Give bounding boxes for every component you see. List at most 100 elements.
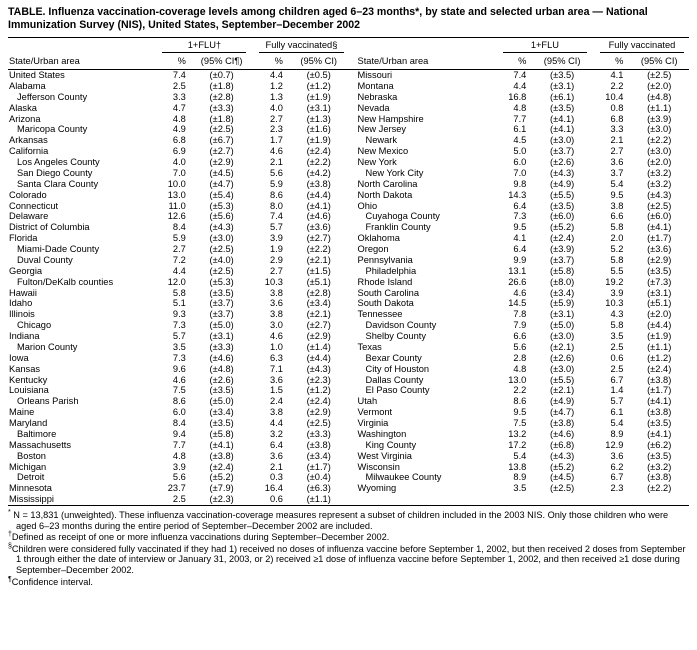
fully-ci: (±6.2) xyxy=(647,439,672,450)
area-name: Florida xyxy=(9,233,38,244)
footnote: †Defined as receipt of one or more influ… xyxy=(8,531,390,543)
fully-pct: 3.6 xyxy=(269,298,283,309)
fully-pct: 1.7 xyxy=(269,135,283,146)
flu-ci: (±5.0) xyxy=(209,320,234,331)
flu-pct: 6.4 xyxy=(513,200,527,211)
fully-ci: (±3.4) xyxy=(306,298,331,309)
table-row: Davidson County 7.9 (±5.0) 5.8 (±4.4) xyxy=(349,320,690,331)
table-row: El Paso County 2.2 (±2.1) 1.4 (±1.7) xyxy=(349,385,690,396)
flu-ci: (±3.9) xyxy=(550,244,575,254)
fully-ci: (±2.0) xyxy=(647,80,672,91)
fully-ci: (±3.1) xyxy=(306,102,331,113)
flu-ci: (±6.1) xyxy=(550,91,575,102)
table-row: North Carolina 9.8 (±4.9) 5.4 (±3.2) xyxy=(349,179,690,190)
fully-pct: 7.4 xyxy=(269,211,283,222)
area-name: Franklin County xyxy=(365,222,431,233)
flu-pct: 5.8 xyxy=(172,287,186,298)
table-row: Wisconsin 13.8 (±5.2) 6.2 (±3.2) xyxy=(349,462,690,473)
area-name: San Diego County xyxy=(17,167,93,178)
flu-pct: 5.1 xyxy=(172,298,186,309)
fully-ci: (±2.1) xyxy=(306,309,331,320)
fully-ci: (±3.8) xyxy=(647,472,672,483)
flu-pct: 5.0 xyxy=(513,146,527,157)
flu-ci: (±2.5) xyxy=(209,265,234,276)
fully-ci: (±2.2) xyxy=(647,483,672,494)
fully-pct: 3.6 xyxy=(610,450,624,461)
flu-ci: (±2.1) xyxy=(550,385,575,396)
fully-pct: 3.8 xyxy=(269,287,283,298)
flu-pct: 5.6 xyxy=(172,472,186,483)
fully-pct: 2.7 xyxy=(269,113,283,124)
fully-pct: 4.6 xyxy=(269,331,283,341)
flu-ci: (±3.7) xyxy=(209,309,234,320)
fully-ci: (±4.1) xyxy=(647,428,672,439)
footnote: ¶Confidence interval. xyxy=(8,575,93,587)
fully-ci: (±3.2) xyxy=(647,178,672,189)
flu-pct: 9.3 xyxy=(172,309,186,320)
table-row: Wyoming 3.5 (±2.5) 2.3 (±2.2) xyxy=(349,483,690,494)
area-name: South Carolina xyxy=(357,287,420,298)
area-name: South Dakota xyxy=(357,298,414,309)
flu-pct: 8.4 xyxy=(172,222,186,233)
footnote-symbol: § xyxy=(8,542,12,550)
fully-pct: 2.5 xyxy=(610,341,624,352)
flu-pct: 12.6 xyxy=(167,211,186,222)
table-row: Boston 4.8 (±3.8) 3.6 (±3.4) xyxy=(8,451,349,462)
column-header-flu-ci: (95% CI¶) xyxy=(191,55,252,70)
flu-pct: 13.1 xyxy=(508,265,527,276)
flu-pct: 8.9 xyxy=(513,472,527,483)
table-row: New Jersey 6.1 (±4.1) 3.3 (±3.0) xyxy=(349,124,690,135)
fully-pct: 3.9 xyxy=(610,287,624,298)
column-header-fully-pct: % xyxy=(251,55,289,70)
fully-ci: (±4.2) xyxy=(306,167,331,178)
flu-ci: (±4.7) xyxy=(209,178,234,189)
fully-ci: (±3.6) xyxy=(647,244,672,254)
area-name: Utah xyxy=(357,396,378,407)
area-name: Virginia xyxy=(357,418,389,428)
area-name: Delaware xyxy=(9,211,49,222)
fully-ci: (±1.7) xyxy=(647,233,672,244)
fully-ci: (±2.2) xyxy=(306,157,331,167)
flu-ci: (±3.0) xyxy=(550,363,575,374)
flu-pct: 7.3 xyxy=(172,320,186,331)
flu-pct: 13.0 xyxy=(508,374,527,385)
area-name: Milwaukee County xyxy=(365,472,442,483)
fully-ci: (±4.6) xyxy=(306,211,331,222)
fully-ci: (±1.2) xyxy=(647,352,672,363)
area-name: Arizona xyxy=(9,113,41,124)
fully-ci: (±2.4) xyxy=(647,363,672,374)
table-row: Maine 6.0 (±3.4) 3.8 (±2.9) xyxy=(8,407,349,418)
table-row: Fulton/DeKalb counties 12.0 (±5.3) 10.3 (±5.… xyxy=(8,277,349,288)
flu-pct: 7.0 xyxy=(172,167,186,178)
fully-ci: (±2.2) xyxy=(306,244,331,254)
fully-ci: (±0.4) xyxy=(306,472,331,483)
fully-pct: 3.9 xyxy=(269,233,283,244)
table-row: Oregon 6.4 (±3.9) 5.2 (±3.6) xyxy=(349,244,690,255)
fully-pct: 2.7 xyxy=(269,265,283,276)
flu-ci: (±5.6) xyxy=(209,211,234,222)
area-name: Boston xyxy=(17,450,46,461)
fully-ci: (±0.5) xyxy=(306,70,331,80)
group-header-row: 1+FLU† Fully vaccinated§ xyxy=(8,39,349,55)
area-name: Bexar County xyxy=(365,352,422,363)
fully-pct: 5.7 xyxy=(269,222,283,233)
fully-pct: 2.0 xyxy=(610,233,624,244)
flu-pct: 13.0 xyxy=(167,189,186,200)
area-name: Wyoming xyxy=(357,483,397,494)
fully-ci: (±2.4) xyxy=(306,146,331,157)
flu-pct: 2.7 xyxy=(172,244,186,254)
flu-pct: 7.7 xyxy=(172,439,186,450)
fully-ci: (±5.1) xyxy=(306,276,331,287)
area-name: Maricopa County xyxy=(17,124,88,135)
flu-ci: (±2.5) xyxy=(209,124,234,135)
fully-pct: 1.4 xyxy=(610,385,624,396)
fully-ci: (±3.0) xyxy=(647,124,672,135)
area-name: Arkansas xyxy=(9,135,48,146)
area-name: Mississippi xyxy=(9,494,54,505)
area-name: Montana xyxy=(357,80,394,91)
flu-pct: 7.4 xyxy=(513,70,527,80)
fully-ci: (±3.8) xyxy=(647,407,672,418)
table-row: North Dakota 14.3 (±5.5) 9.5 (±4.3) xyxy=(349,190,690,201)
table-row: Michigan 3.9 (±2.4) 2.1 (±1.7) xyxy=(8,462,349,473)
